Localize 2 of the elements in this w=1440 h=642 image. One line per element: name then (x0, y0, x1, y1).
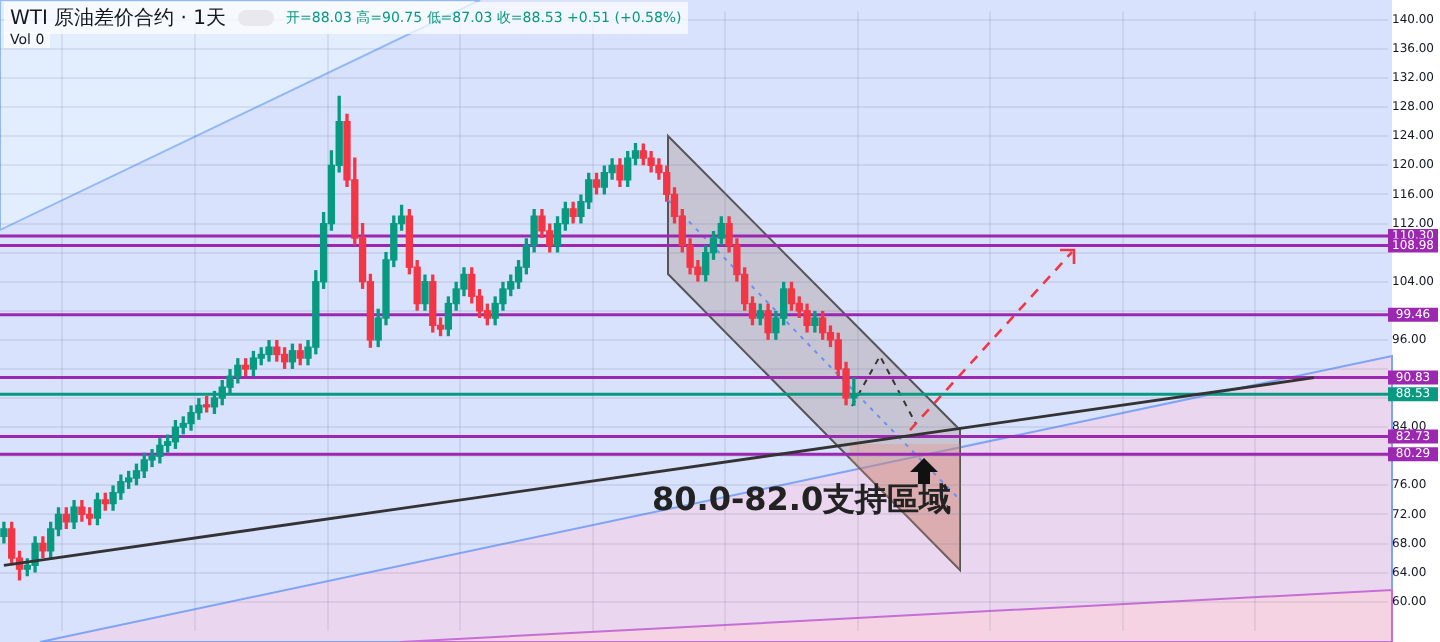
annotation: 80.0-82.0支持區域 (652, 480, 952, 522)
chart-title: WTI 原油差价合约 · 1天 (10, 5, 227, 32)
